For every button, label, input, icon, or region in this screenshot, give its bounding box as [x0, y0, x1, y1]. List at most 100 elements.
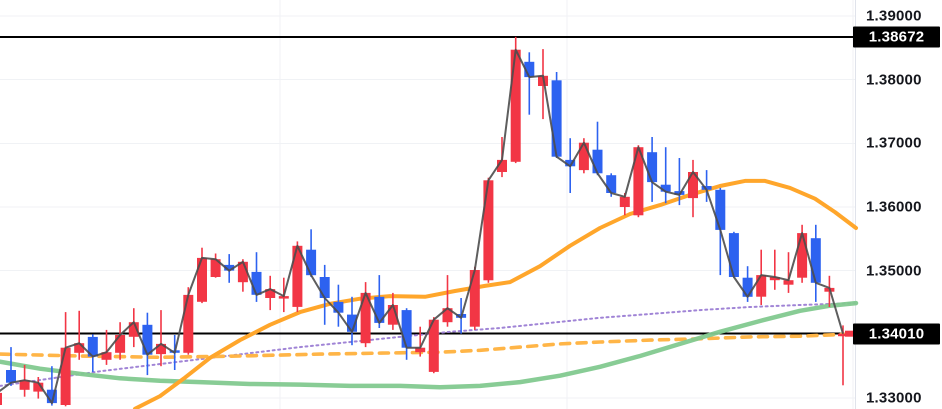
candle-body [551, 80, 562, 157]
candle[interactable] [442, 275, 453, 327]
price-axis-label: 1.39000 [866, 7, 922, 25]
candle[interactable] [265, 275, 276, 311]
candle-body [728, 233, 739, 277]
candle[interactable] [306, 229, 317, 277]
candle-body [374, 296, 385, 323]
candle[interactable] [128, 308, 139, 348]
candle-body [701, 186, 712, 190]
candle[interactable] [838, 325, 848, 386]
candle[interactable] [101, 329, 112, 365]
ma-orange [133, 178, 858, 409]
candle-body [306, 249, 317, 276]
price-axis-label: 1.35000 [866, 262, 922, 280]
candle-body [237, 261, 248, 283]
candle-body [688, 172, 698, 199]
candle[interactable] [292, 241, 303, 313]
candle[interactable] [210, 253, 221, 278]
close-price-line [0, 48, 844, 405]
candle[interactable] [810, 224, 821, 302]
candle[interactable] [769, 249, 780, 290]
candle[interactable] [6, 347, 16, 386]
candle-body [428, 319, 439, 372]
candle[interactable] [237, 259, 248, 292]
candle[interactable] [483, 177, 494, 283]
price-axis[interactable]: 1.38672 1.34010 1.39000 1.38000 1.37000 1.3… [853, 0, 942, 409]
candle[interactable] [551, 72, 562, 158]
candle-body [115, 335, 126, 353]
candle[interactable] [87, 334, 98, 372]
candle[interactable] [728, 231, 739, 278]
price-level-badge-last[interactable]: 1.34010 [853, 323, 940, 345]
candle[interactable] [783, 252, 794, 293]
price-axis-label: 1.38000 [866, 71, 922, 89]
candle-body [592, 149, 603, 174]
candle[interactable] [115, 322, 126, 360]
candle[interactable] [524, 52, 535, 115]
candle-body [319, 277, 330, 298]
candle-body [197, 257, 207, 302]
candle[interactable] [647, 137, 658, 202]
candle-body [647, 152, 658, 183]
candle[interactable] [688, 159, 698, 218]
candle[interactable] [415, 326, 426, 357]
candle[interactable] [319, 264, 330, 325]
candle-body [742, 277, 753, 297]
candle-body [128, 322, 139, 337]
candle[interactable] [401, 308, 412, 360]
candle-body [6, 370, 16, 383]
candle-body [224, 264, 235, 271]
candle[interactable] [156, 310, 166, 367]
candle-body [156, 343, 166, 355]
candle[interactable] [469, 266, 480, 330]
candle-body [33, 382, 44, 392]
candle[interactable] [701, 170, 712, 202]
candle[interactable] [347, 296, 357, 346]
candle-body [524, 61, 535, 78]
price-axis-label: 1.36000 [866, 198, 922, 216]
candle-body [251, 271, 262, 295]
candle-body [401, 310, 412, 348]
candle-body [783, 280, 794, 285]
candle-body [565, 159, 576, 167]
candle-body [87, 336, 98, 357]
candle[interactable] [333, 284, 344, 327]
candle-body [497, 159, 507, 172]
candle[interactable] [33, 377, 44, 399]
candle-body [578, 142, 589, 171]
ma-purple-dotted [0, 302, 857, 387]
candle[interactable] [660, 147, 671, 204]
candle[interactable] [538, 49, 548, 120]
candle-body [19, 380, 30, 390]
candle[interactable] [756, 249, 767, 305]
candle[interactable] [224, 254, 235, 283]
candle[interactable] [197, 247, 207, 304]
candle[interactable] [60, 312, 71, 407]
candle-body [278, 296, 289, 299]
candle-body [387, 305, 398, 325]
candle-body [838, 333, 848, 337]
candle-body [292, 245, 303, 307]
candle-body [483, 180, 494, 281]
candle-body [633, 147, 644, 216]
candle[interactable] [592, 121, 603, 176]
candle-body [619, 196, 630, 207]
candle[interactable] [74, 310, 85, 360]
candle-partial[interactable] [0, 392, 2, 405]
candle[interactable] [387, 292, 398, 330]
candle[interactable] [374, 275, 385, 328]
candle-body [265, 289, 276, 298]
candle[interactable] [360, 282, 371, 348]
candle-body [142, 324, 153, 355]
candle[interactable] [510, 36, 521, 164]
price-level-badge-high[interactable]: 1.38672 [853, 26, 940, 48]
candle-body [360, 292, 371, 344]
candle[interactable] [142, 312, 153, 376]
candle[interactable] [428, 317, 439, 374]
candle-body [442, 308, 453, 323]
candle[interactable] [633, 145, 644, 218]
candle-body [60, 347, 71, 405]
candle-body [101, 352, 112, 360]
candle-body [810, 238, 821, 283]
